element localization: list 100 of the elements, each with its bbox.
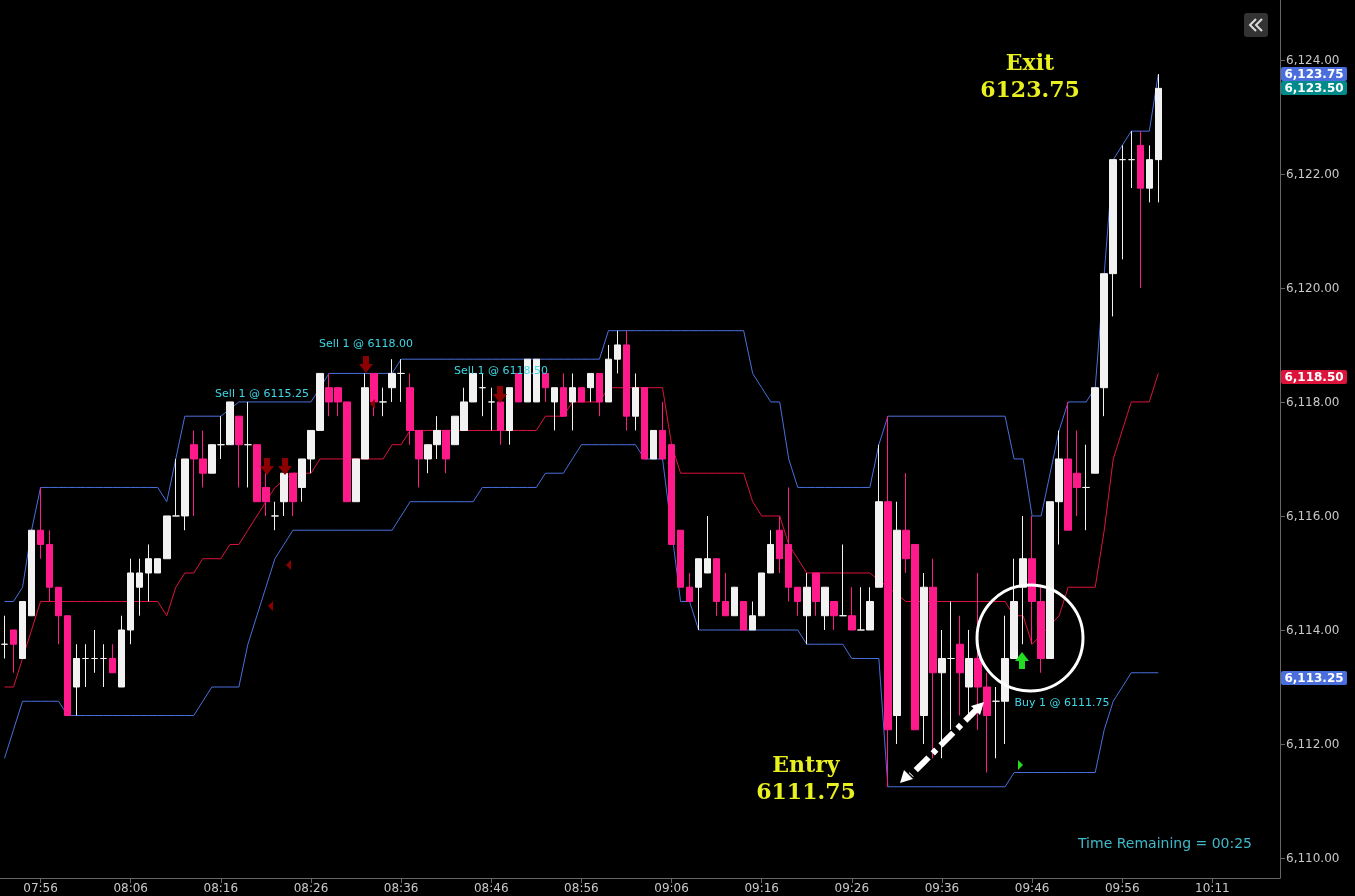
- candlestick: [830, 600, 838, 631]
- candlestick: [515, 372, 522, 403]
- candlestick: [1019, 515, 1027, 645]
- candlestick: [244, 401, 252, 488]
- candlestick: [704, 515, 711, 574]
- candlestick: [271, 501, 279, 531]
- candlestick: [767, 529, 774, 574]
- candlestick: [920, 572, 928, 745]
- candlestick: [641, 387, 648, 460]
- candlestick: [614, 330, 621, 374]
- line-series: [4, 73, 1159, 602]
- candlestick: [1146, 144, 1153, 203]
- candlestick: [82, 643, 89, 688]
- x-tick-label: 07:56: [23, 881, 58, 895]
- y-tick-label: 6,124.00: [1286, 52, 1340, 67]
- candlestick: [91, 629, 98, 674]
- candlestick: [28, 529, 35, 617]
- candlestick: [100, 643, 107, 688]
- x-tick-label: 08:56: [564, 881, 599, 895]
- candlestick: [893, 501, 901, 745]
- candlestick: [668, 444, 675, 545]
- x-tick-label: 09:26: [834, 881, 870, 895]
- candlestick: [289, 472, 297, 517]
- candlestick: [1119, 144, 1126, 260]
- candlestick: [587, 372, 594, 403]
- candlestick: [659, 401, 666, 460]
- candlestick: [839, 543, 847, 617]
- candlestick: [812, 572, 820, 617]
- candlestick: [749, 600, 756, 631]
- candlestick: [686, 572, 693, 602]
- candlestick: [488, 387, 495, 431]
- y-tick-label: 6,112.00: [1286, 737, 1340, 752]
- candlestick: [677, 529, 684, 588]
- candlestick: [388, 358, 396, 403]
- annotation: Sell 1 @ 6115.25: [215, 386, 309, 400]
- text: 6,123.50: [1284, 81, 1344, 95]
- candlestick: [938, 629, 946, 759]
- candlestick: [947, 600, 955, 731]
- candlestick: [596, 372, 603, 417]
- candlestick: [785, 486, 792, 602]
- x-tick-label: 08:16: [203, 881, 239, 895]
- candlestick: [208, 444, 216, 474]
- candlestick: [551, 387, 558, 431]
- candlestick: [731, 586, 738, 617]
- candlestick: [136, 558, 143, 617]
- candlestick: [929, 558, 937, 759]
- candlestick: [497, 401, 504, 446]
- candlestick: [506, 387, 513, 446]
- candlestick: [776, 515, 783, 574]
- candlestick: [397, 358, 405, 403]
- candlestick: [650, 429, 657, 460]
- text: 6,118.50: [1284, 370, 1344, 384]
- x-tick-label: 09:16: [744, 881, 779, 895]
- text: 6,123.75: [1284, 67, 1344, 81]
- candlestick: [1155, 73, 1162, 203]
- candlestick: [632, 372, 639, 431]
- x-tick-label: 08:46: [473, 881, 509, 895]
- candlestick: [10, 629, 17, 674]
- x-tick-label: 10:11: [1195, 881, 1230, 895]
- candlestick: [740, 600, 747, 631]
- y-tick-label: 6,118.00: [1286, 394, 1340, 409]
- candlestick: [479, 372, 486, 417]
- candlestick: [560, 372, 567, 417]
- x-tick-label: 08:06: [113, 881, 148, 895]
- candlestick: [1, 615, 8, 659]
- candlestick: [848, 586, 856, 631]
- y-tick-label: 6,120.00: [1286, 280, 1340, 295]
- candlestick: [37, 486, 44, 560]
- annotation: Sell 1 @ 6118.00: [319, 336, 413, 350]
- candlestick: [695, 558, 702, 631]
- y-tick-label: 6,122.00: [1286, 166, 1340, 181]
- x-tick-label: 09:56: [1104, 881, 1140, 895]
- x-tick-label: 08:36: [383, 881, 419, 895]
- candlestick: [1082, 444, 1090, 531]
- candlestick: [154, 558, 161, 574]
- candlestick: [803, 572, 811, 645]
- candlestick: [442, 429, 450, 474]
- candlestick: [605, 344, 612, 403]
- candlestick: [64, 615, 71, 717]
- annotation: Buy 1 @ 6111.75: [1014, 695, 1110, 709]
- candlestick: [163, 515, 171, 560]
- candlestick: [713, 558, 720, 617]
- x-tick-label: 08:26: [293, 881, 329, 895]
- annotation: Time Remaining = 00:25: [1076, 835, 1253, 851]
- candlestick: [758, 572, 765, 617]
- candlestick: [542, 372, 549, 403]
- candlestick: [73, 643, 80, 717]
- candlestick: [280, 472, 288, 517]
- candlestick: [794, 586, 801, 617]
- y-tick-label: 6,110.00: [1286, 851, 1340, 866]
- candlestick: [379, 387, 387, 417]
- candlestick: [884, 415, 892, 788]
- candlestick: [19, 600, 26, 659]
- candlestick: [623, 330, 630, 431]
- candlestick: [875, 444, 883, 588]
- candlestick: [118, 615, 125, 688]
- candlestick: [109, 643, 116, 674]
- candlestick: [956, 615, 964, 717]
- candlestick: [722, 572, 729, 617]
- candlestick: [55, 586, 62, 645]
